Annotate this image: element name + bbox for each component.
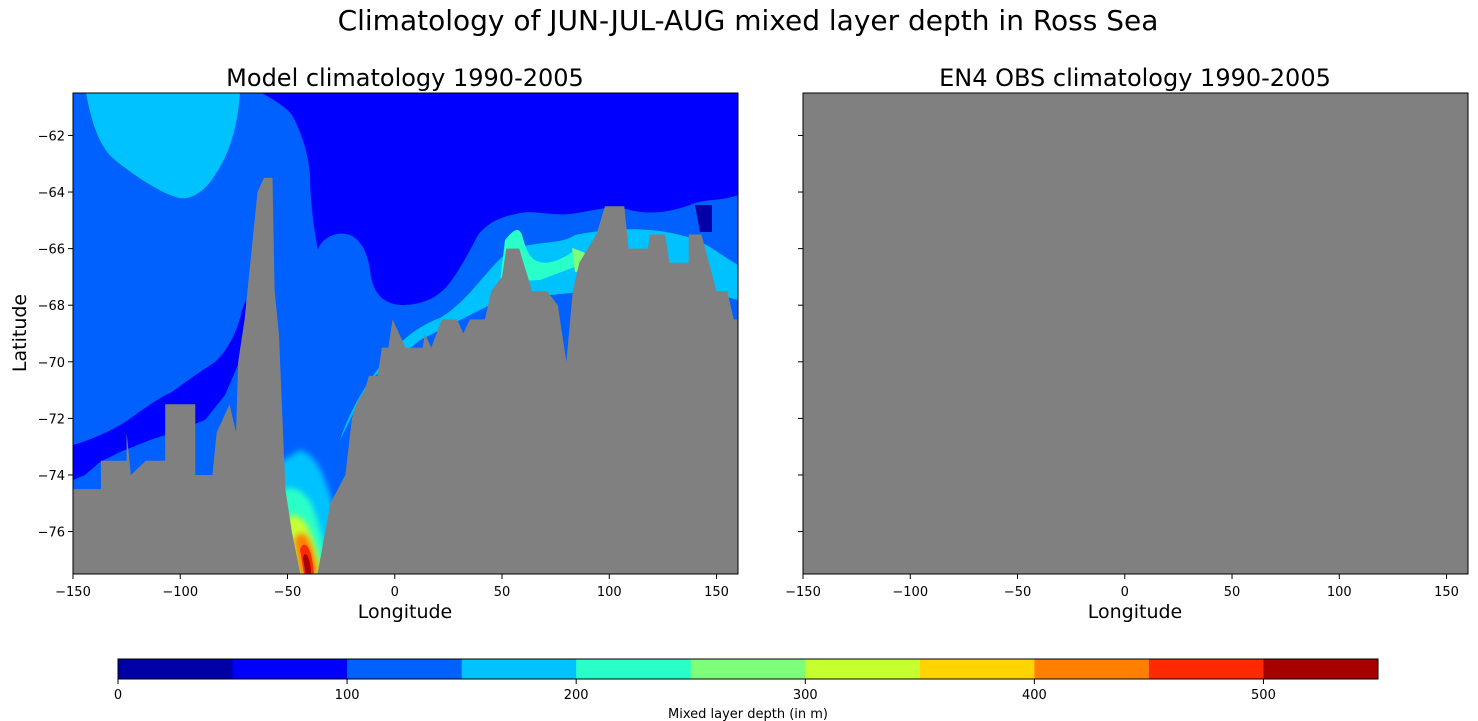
colorbar-tick-label: 500 — [1251, 688, 1276, 703]
colorbar-label: Mixed layer depth (in m) — [668, 707, 828, 721]
right-x-ticks: −150 −100 −50 0 50 100 150 — [785, 574, 1459, 600]
mld-patch-500-550-trough — [303, 554, 311, 574]
y-tick-label: −70 — [38, 356, 65, 371]
left-axes-frame — [72, 92, 739, 575]
colorbar-block — [919, 659, 1035, 679]
x-tick-label: −100 — [162, 585, 198, 600]
x-tick-label: 50 — [494, 585, 511, 600]
right-panel-title: EN4 OBS climatology 1990-2005 — [939, 64, 1331, 92]
x-tick-label: 50 — [1224, 585, 1241, 600]
mld-band-50-100-north — [262, 93, 738, 305]
x-tick-label: 100 — [1327, 585, 1352, 600]
y-tick-label: −62 — [38, 129, 65, 144]
y-tick-label: −76 — [38, 526, 65, 541]
colorbar-block — [118, 659, 234, 679]
land-mask — [73, 177, 738, 574]
colorbar-block — [1034, 659, 1150, 679]
right-y-ticks — [798, 134, 803, 533]
y-tick-label: −74 — [38, 469, 65, 484]
right-axes-frame — [802, 92, 1469, 575]
figure-title: Climatology of JUN-JUL-AUG mixed layer d… — [338, 4, 1159, 37]
colorbar-block — [461, 659, 577, 679]
x-tick-label: −50 — [1004, 585, 1031, 600]
y-tick-label: −68 — [38, 299, 65, 314]
x-tick-label: −50 — [274, 585, 301, 600]
mld-band-50-100-west — [73, 300, 250, 480]
colorbar-tick-label: 200 — [564, 688, 589, 703]
mld-field — [73, 93, 738, 574]
colorbar-block — [1148, 659, 1264, 679]
colorbar-tick-label: 100 — [335, 688, 360, 703]
colorbar-block — [690, 659, 806, 679]
colorbar-tick-label: 0 — [114, 688, 122, 703]
y-tick-label: −64 — [38, 186, 65, 201]
y-tick-label: −72 — [38, 412, 65, 427]
left-x-ticks: −150 −100 −50 0 50 100 150 — [55, 574, 729, 600]
colorbar-tick-label: 400 — [1022, 688, 1047, 703]
x-tick-label: 0 — [391, 585, 399, 600]
colorbar-blocks — [118, 659, 1379, 679]
colorbar: 0 100 200 300 400 500 Mixed layer depth (in m… — [114, 658, 1379, 721]
x-tick-label: 150 — [704, 585, 729, 600]
x-tick-label: −100 — [892, 585, 928, 600]
colorbar-block — [347, 659, 463, 679]
x-tick-label: 100 — [597, 585, 622, 600]
colorbar-block — [1263, 659, 1379, 679]
left-panel: Model climatology 1990-2005 — [9, 64, 739, 623]
right-panel: EN4 OBS climatology 1990-2005 −150 −100 −5… — [785, 64, 1469, 623]
left-y-axis-label: Latitude — [9, 294, 31, 372]
left-panel-title: Model climatology 1990-2005 — [226, 64, 584, 92]
mld-patch-150-200-northwest — [86, 93, 240, 199]
colorbar-block — [232, 659, 348, 679]
colorbar-frame — [117, 658, 1379, 680]
colorbar-ticks: 0 100 200 300 400 500 — [114, 679, 1276, 703]
colorbar-block — [576, 659, 692, 679]
x-tick-label: −150 — [785, 585, 821, 600]
left-y-ticks: −62 −64 −66 −68 −70 −72 −74 −76 — [38, 129, 73, 541]
obs-masked-field — [803, 93, 1468, 574]
colorbar-block — [805, 659, 921, 679]
right-x-axis-label: Longitude — [1088, 601, 1183, 623]
left-x-axis-label: Longitude — [358, 601, 453, 623]
colorbar-tick-label: 300 — [793, 688, 818, 703]
x-tick-label: −150 — [55, 585, 91, 600]
mld-patch-0-50-northeast — [695, 205, 712, 232]
x-tick-label: 0 — [1121, 585, 1129, 600]
x-tick-label: 150 — [1434, 585, 1459, 600]
y-tick-label: −66 — [38, 243, 65, 258]
